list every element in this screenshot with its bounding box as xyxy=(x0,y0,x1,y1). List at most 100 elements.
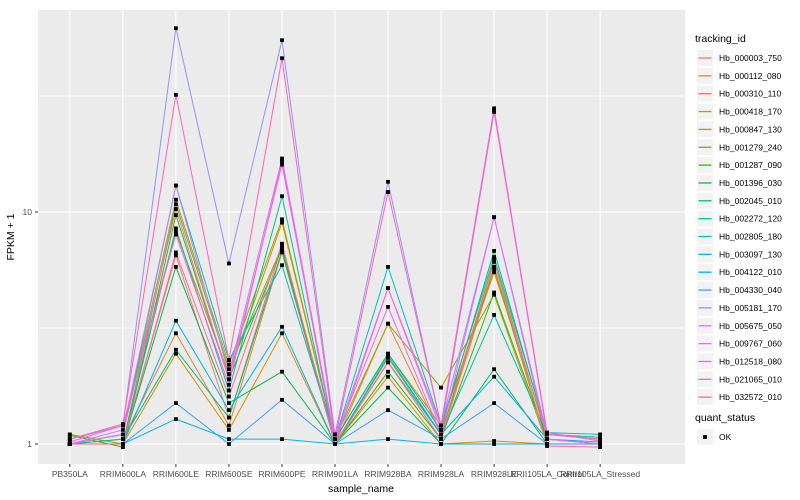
legend-item: Hb_004122_010 xyxy=(697,264,782,281)
x-axis: PB350LA RRIM600LA RRIM600LE RRIM600SE RRIM60… xyxy=(52,464,640,479)
data-point xyxy=(174,417,178,421)
data-point xyxy=(174,347,178,352)
legend-label: Hb_001396_030 xyxy=(719,178,782,188)
data-point xyxy=(174,250,178,255)
data-point xyxy=(121,422,125,426)
data-point xyxy=(280,437,284,441)
data-point xyxy=(227,437,231,441)
y-tick-label: 1 xyxy=(27,439,32,449)
data-point xyxy=(227,261,231,266)
data-point xyxy=(545,432,549,437)
data-point xyxy=(492,401,496,405)
data-point xyxy=(386,356,390,360)
data-point xyxy=(492,249,496,253)
data-point xyxy=(174,92,178,97)
legend-item: Hb_004330_040 xyxy=(697,282,782,299)
legend-item: Hb_000112_080 xyxy=(697,67,782,84)
data-point xyxy=(386,408,390,412)
data-point xyxy=(386,437,390,441)
data-point xyxy=(121,432,125,437)
data-point xyxy=(227,408,231,412)
legend-label: Hb_004122_010 xyxy=(719,267,782,277)
data-point xyxy=(386,286,390,290)
legend-item: Hb_002045_010 xyxy=(697,192,782,209)
legend-item: Hb_001396_030 xyxy=(697,174,782,191)
data-point xyxy=(492,439,496,443)
data-point xyxy=(280,220,284,225)
data-point xyxy=(386,321,390,326)
data-point xyxy=(386,351,390,356)
data-point xyxy=(227,388,231,393)
data-point xyxy=(598,442,602,446)
data-point xyxy=(174,213,178,217)
y-axis: 1 10 xyxy=(23,207,38,449)
data-point xyxy=(227,415,231,420)
legend-item: Hb_002805_180 xyxy=(697,228,782,245)
legend-label: Hb_000418_170 xyxy=(719,107,782,117)
data-point xyxy=(67,437,72,441)
legend-label: Hb_003097_130 xyxy=(719,249,782,259)
data-point xyxy=(227,428,231,432)
data-point xyxy=(280,156,284,161)
data-point xyxy=(280,217,284,222)
legend-label: Hb_000847_130 xyxy=(719,124,782,134)
data-point xyxy=(439,437,443,441)
data-point xyxy=(174,226,178,231)
ok-square-marker-icon xyxy=(703,435,707,439)
data-point xyxy=(598,445,602,449)
legend-label: Hb_004330_040 xyxy=(719,285,782,295)
data-point xyxy=(492,270,496,275)
data-point xyxy=(280,38,284,43)
data-point xyxy=(227,377,231,382)
legend-item: Hb_005181_170 xyxy=(697,299,782,316)
x-tick-label: RRII105LA_Control xyxy=(510,469,584,479)
data-point xyxy=(386,265,390,269)
data-point xyxy=(227,394,231,399)
data-point xyxy=(280,241,284,246)
data-point xyxy=(174,230,178,234)
x-tick-label: RRIM928LA xyxy=(418,469,465,479)
data-point xyxy=(439,432,443,437)
data-point xyxy=(174,331,178,336)
data-point xyxy=(545,442,549,446)
data-point xyxy=(280,397,284,402)
legend-item: Hb_002272_120 xyxy=(697,210,782,227)
legend-item: Hb_012518_080 xyxy=(697,353,782,370)
data-point xyxy=(174,351,178,356)
data-point xyxy=(227,358,231,362)
data-point xyxy=(280,331,284,336)
data-point xyxy=(598,437,602,441)
legend-title-quant-status: quant_status xyxy=(695,412,755,424)
legend-item: Hb_021065_010 xyxy=(697,371,782,388)
legend-item: Hb_005675_050 xyxy=(697,317,782,334)
legend-label: Hb_000310_110 xyxy=(719,89,782,99)
data-point xyxy=(333,432,337,437)
data-point xyxy=(280,162,284,167)
data-point xyxy=(386,305,390,309)
data-point xyxy=(121,437,125,441)
plot-panel xyxy=(38,10,685,464)
legend-label: Hb_001279_240 xyxy=(719,142,782,152)
x-tick-label: RRIM600LE xyxy=(153,469,200,479)
data-point xyxy=(598,435,602,440)
data-point xyxy=(174,401,178,405)
legend-label: Hb_002272_120 xyxy=(719,214,782,224)
legend-label: Hb_002805_180 xyxy=(719,232,782,242)
data-point xyxy=(492,374,496,379)
x-tick-label: RRII105LA_Stressed xyxy=(560,469,640,479)
data-point xyxy=(492,255,496,259)
data-point xyxy=(67,433,72,438)
data-point xyxy=(227,382,231,387)
data-point xyxy=(227,401,231,405)
x-tick-label: RRIM600LA xyxy=(100,469,147,479)
data-point xyxy=(386,353,390,358)
legend-label: Hb_012518_080 xyxy=(719,356,782,366)
legend-tracking-id: Hb_000003_750 Hb_000112_080 Hb_000310_110 H… xyxy=(697,50,782,406)
legend-item: Hb_032572_010 xyxy=(697,389,782,406)
data-point xyxy=(439,385,443,390)
legend-item: Hb_001279_240 xyxy=(697,139,782,156)
legend-label: Hb_021065_010 xyxy=(719,374,782,384)
legend-item: Hb_000418_170 xyxy=(697,103,782,120)
